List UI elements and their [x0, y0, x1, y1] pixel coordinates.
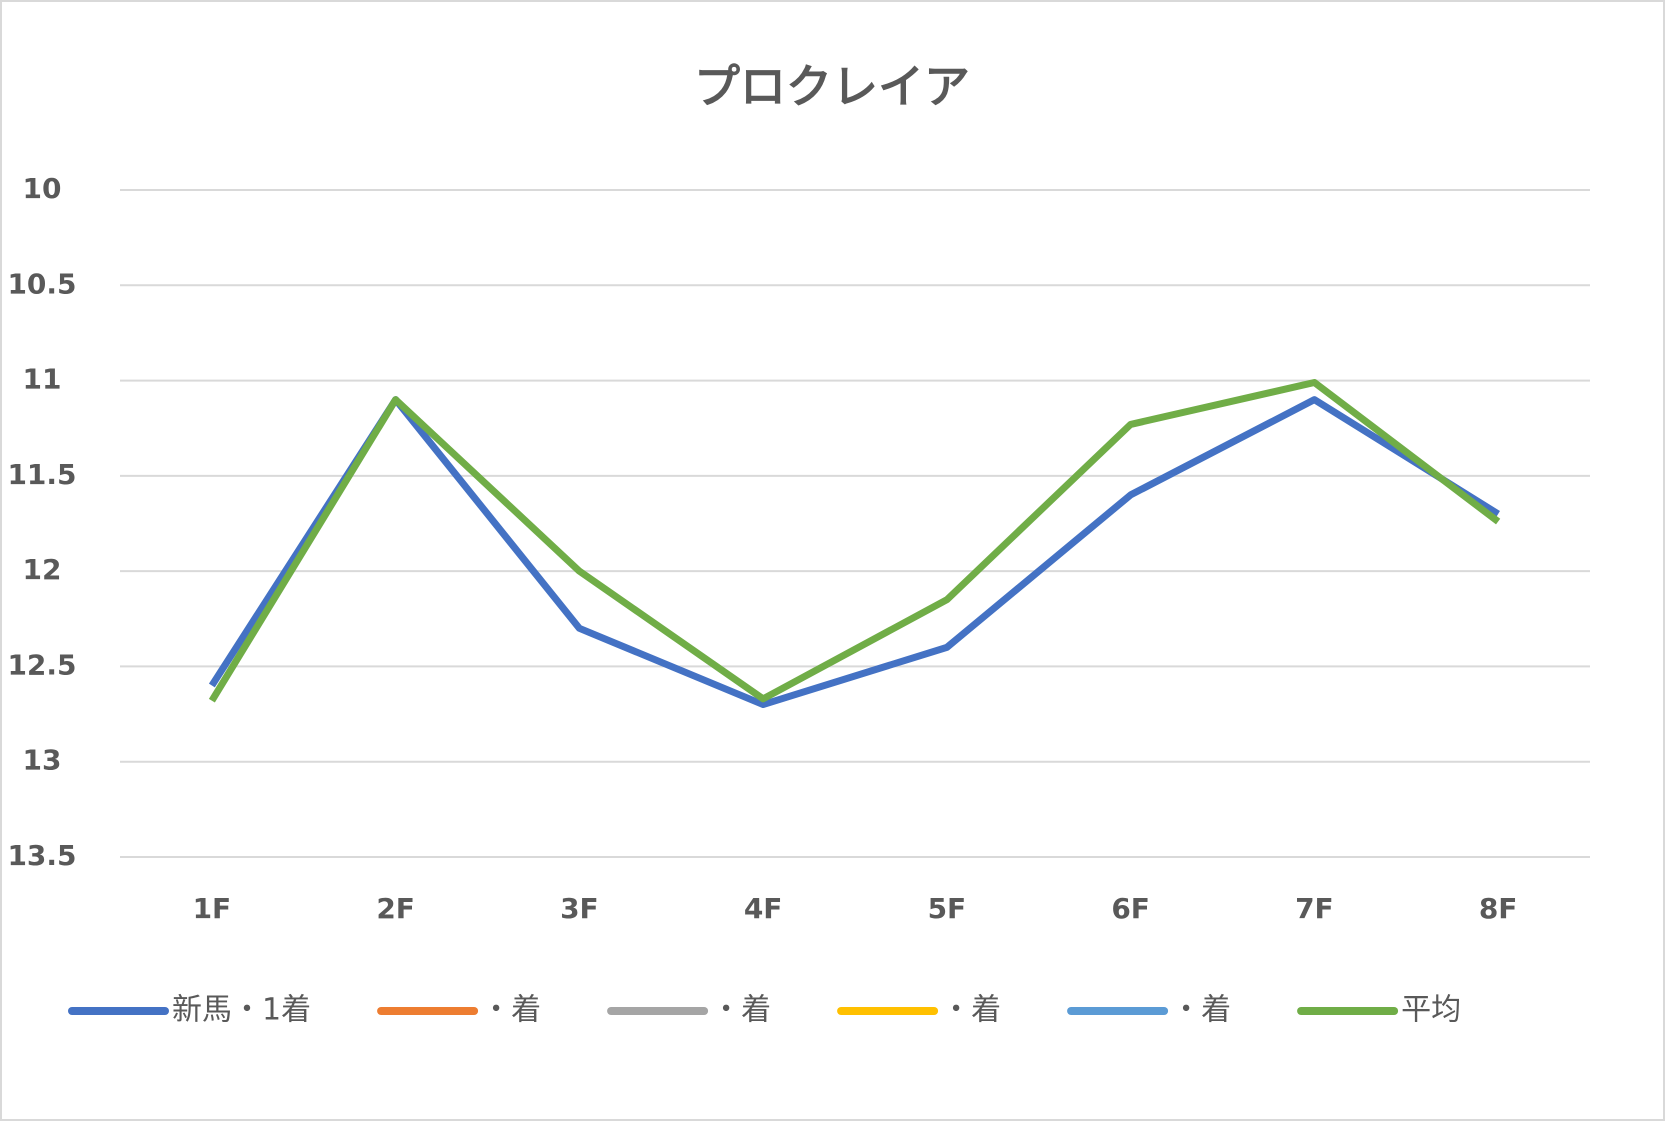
x-tick-label: 1F	[193, 892, 232, 925]
y-tick-label: 13.5	[7, 839, 76, 872]
x-tick-label: 5F	[928, 892, 967, 925]
legend-label: 新馬・1着	[172, 993, 311, 1028]
legend-label: ・着	[711, 993, 771, 1028]
y-tick-label: 12.5	[7, 648, 76, 681]
x-tick-label: 4F	[744, 892, 783, 925]
y-tick-label: 10.5	[7, 267, 76, 300]
legend-label: 平均	[1401, 993, 1461, 1028]
series-line	[208, 378, 1501, 703]
y-tick-label: 10	[23, 172, 62, 205]
legend-label: ・着	[481, 993, 541, 1028]
x-tick-label: 6F	[1111, 892, 1150, 925]
series-line	[208, 396, 1500, 709]
legend-label: ・着	[941, 993, 1001, 1028]
x-tick-label: 8F	[1479, 892, 1518, 925]
y-tick-label: 11.5	[7, 458, 76, 491]
legend-label: ・着	[1171, 993, 1231, 1028]
y-tick-label: 13	[23, 744, 62, 777]
x-tick-label: 7F	[1295, 892, 1334, 925]
x-tick-label: 2F	[376, 892, 415, 925]
y-tick-label: 11	[23, 363, 62, 396]
chart-title: プロクレイア	[694, 60, 970, 114]
x-tick-label: 3F	[560, 892, 599, 925]
y-tick-label: 12	[23, 553, 62, 586]
